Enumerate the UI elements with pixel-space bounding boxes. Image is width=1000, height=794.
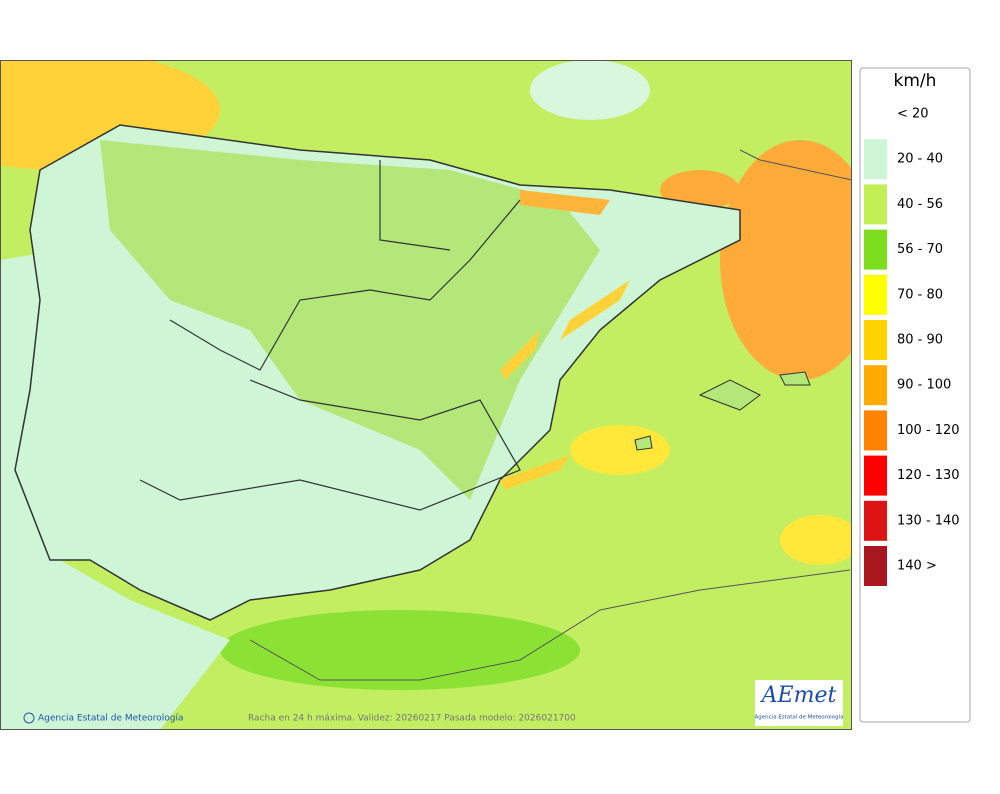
- legend-label: 56 - 70: [897, 242, 943, 257]
- wind-zone: [570, 425, 670, 475]
- wind-zone: [660, 170, 740, 210]
- caption: Racha en 24 h máxima. Validez: 20260217 …: [248, 714, 576, 724]
- legend-label: 80 - 90: [897, 333, 943, 348]
- legend-label: < 20: [897, 107, 929, 122]
- legend-swatch: [864, 500, 887, 541]
- map-frame: [0, 60, 852, 730]
- legend-swatch: [864, 410, 887, 451]
- legend-box: [859, 67, 971, 723]
- logo-subtitle: Agencia Estatal de Meteorología: [755, 714, 844, 721]
- wind-zone: [500, 280, 630, 490]
- wind-zone: [520, 190, 610, 215]
- legend-label: 70 - 80: [897, 287, 943, 302]
- legend-swatch: [864, 546, 887, 586]
- legend-label: 140 >: [897, 559, 937, 574]
- legend-swatch: [864, 139, 887, 180]
- legend-title: km/h: [894, 71, 937, 91]
- legend-swatch: [864, 274, 887, 315]
- credit: Agencia Estatal de Meteorología: [38, 714, 184, 724]
- legend-swatch: [864, 184, 887, 225]
- map: Agencia Estatal de Meteorología Racha en…: [0, 60, 852, 730]
- wind-zone: [530, 60, 650, 120]
- legend-label: 120 - 130: [897, 468, 960, 483]
- island: [634, 435, 653, 451]
- legend-label: 100 - 120: [897, 423, 960, 438]
- legend-swatch: [864, 94, 887, 134]
- legend-swatch: [864, 320, 887, 360]
- legend-swatch: [864, 455, 887, 496]
- region-border: [139, 160, 521, 511]
- wind-zone: [100, 140, 600, 500]
- wind-zone: [0, 250, 230, 730]
- wind-zone: [220, 610, 580, 690]
- island: [779, 371, 811, 386]
- copyright-icon: [23, 712, 35, 724]
- logo-box: [755, 680, 843, 726]
- legend: < 20 20 - 40 40 - 56 56 - 70 70 - 80 80 - 90 9…: [864, 94, 960, 586]
- coastline: [249, 149, 852, 681]
- legend-label: 40 - 56: [897, 197, 943, 212]
- legend-label: 20 - 40: [897, 152, 943, 167]
- island: [698, 379, 761, 411]
- legend-label: 130 - 140: [897, 513, 960, 528]
- wind-zone: [720, 140, 852, 380]
- legend-label: 90 - 100: [897, 378, 951, 393]
- legend-swatch: [864, 229, 887, 270]
- legend-swatch: [864, 365, 887, 406]
- logo: AEmet: [760, 683, 837, 708]
- wind-zone: [780, 515, 852, 565]
